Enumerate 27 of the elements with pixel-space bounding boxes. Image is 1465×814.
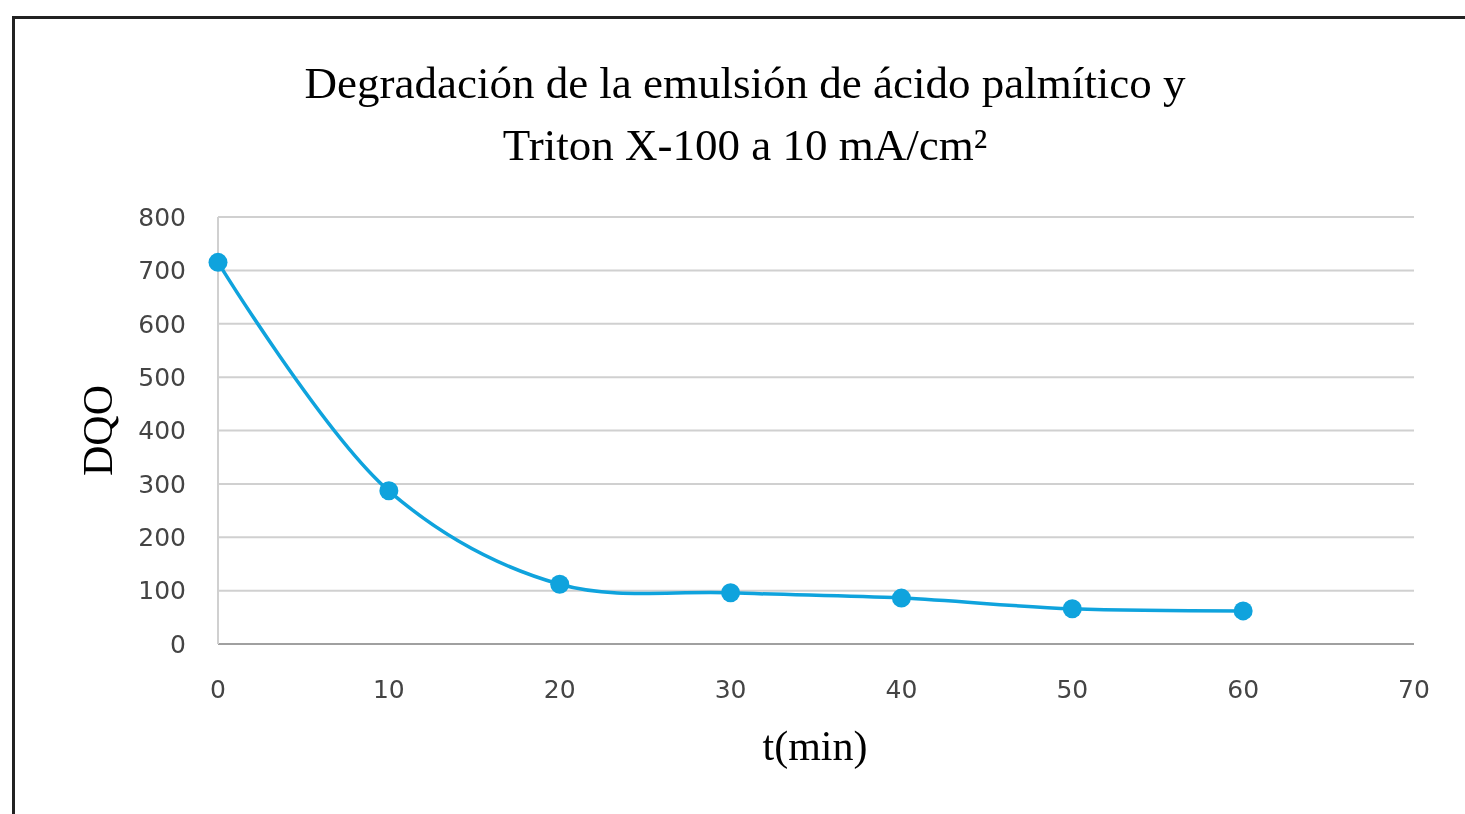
x-tick-label: 30 [714, 675, 747, 704]
y-tick-label: 600 [138, 309, 186, 339]
y-tick-label: 0 [170, 629, 186, 659]
y-axis-title: DQO [75, 385, 121, 476]
point [721, 583, 741, 603]
x-tick-label: 40 [885, 675, 918, 704]
point [1233, 601, 1253, 621]
x-tick-label: 10 [372, 675, 405, 704]
y-tick-label: 300 [138, 469, 186, 499]
point [208, 252, 228, 272]
x-axis-title: t(min) [762, 723, 868, 770]
x-tick-label: 70 [1398, 675, 1430, 704]
point [1062, 599, 1082, 619]
x-tick-label: 0 [210, 675, 226, 704]
point [550, 574, 570, 594]
x-tick-label: 50 [1056, 675, 1089, 704]
y-tick-label: 200 [138, 523, 186, 552]
y-tick-label: 500 [138, 362, 186, 392]
y-tick-label: 400 [138, 416, 186, 446]
x-tick-label: 20 [543, 675, 576, 704]
y-tick-label: 800 [138, 202, 186, 232]
point [891, 588, 911, 608]
chart-title: Degradación de la emulsión de ácido palmítico y Triton X-100 a 10 mA/cm² [304, 58, 1186, 170]
y-tick-label: 700 [138, 256, 186, 286]
point [379, 481, 399, 501]
x-tick-label: 60 [1227, 675, 1260, 704]
y-tick-label: 100 [138, 576, 186, 606]
